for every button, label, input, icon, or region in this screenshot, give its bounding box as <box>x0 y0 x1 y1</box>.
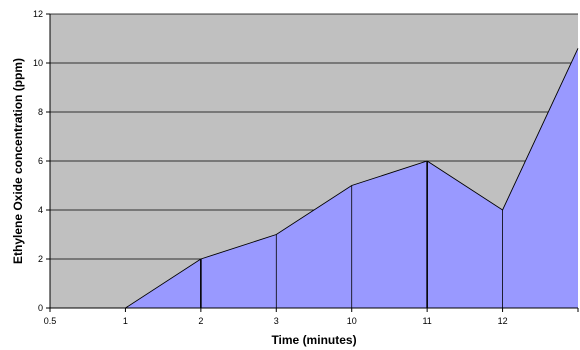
y-tick-label: 4 <box>38 205 43 215</box>
x-tick-label: 3 <box>274 316 279 326</box>
y-axis-title: Ethylene Oxide concentration (ppm) <box>11 58 25 264</box>
y-tick-label: 2 <box>38 254 43 264</box>
series-line <box>50 48 579 309</box>
y-tick-label: 10 <box>33 58 43 68</box>
x-tick-label: 1 <box>123 316 128 326</box>
x-tick-label: 0.5 <box>44 316 57 326</box>
x-tick-label: 11 <box>422 316 431 326</box>
x-tick-label: 2 <box>198 316 203 326</box>
x-tick-label: 12 <box>498 316 508 326</box>
x-tick-label: 10 <box>347 316 357 326</box>
y-tick-label: 6 <box>38 156 43 166</box>
y-tick-label: 12 <box>33 9 43 19</box>
y-tick-label: 0 <box>38 303 43 313</box>
drop-lines <box>200 161 503 308</box>
x-axis-title: Time (minutes) <box>271 333 356 347</box>
x-axis-ticks: 0.5 1 2 3 10 11 12 <box>44 308 579 326</box>
data-area <box>50 48 578 309</box>
y-tick-label: 8 <box>38 107 43 117</box>
y-axis-ticks: 0 2 4 6 8 10 12 <box>33 9 50 313</box>
